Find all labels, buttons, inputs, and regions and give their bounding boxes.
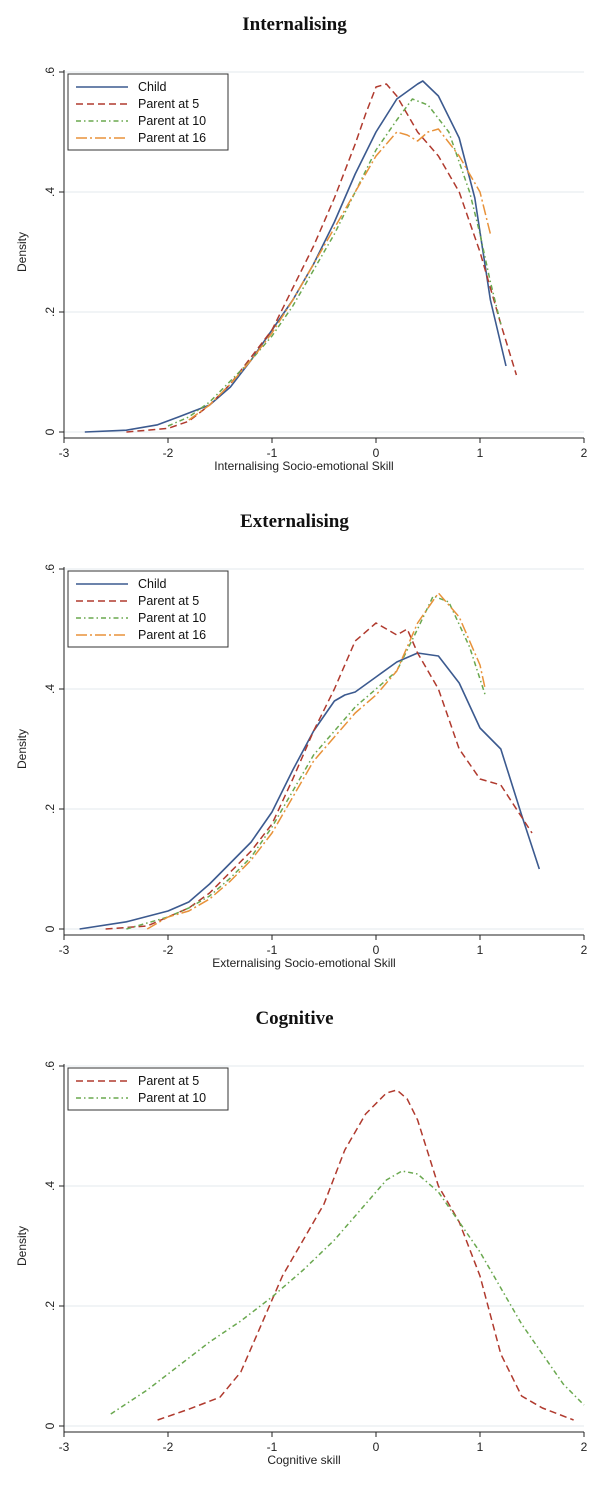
x-tick-label: 2: [581, 1440, 588, 1454]
x-tick-label: -2: [163, 446, 174, 460]
y-axis-title: Density: [15, 1226, 29, 1266]
x-tick-label: -1: [267, 1440, 278, 1454]
x-tick-label: 1: [477, 943, 484, 957]
legend-label: Parent at 10: [138, 1091, 206, 1105]
x-tick-label: -3: [59, 1440, 70, 1454]
chart-title: Cognitive: [255, 1008, 334, 1029]
legend-label: Parent at 5: [138, 1074, 199, 1088]
internalising-density-chart: 0 .2 .4 .6 -3 -2 -1 0 1 2 Internalising Socio-emot…: [15, 67, 588, 473]
y-tick-label: .2: [43, 307, 57, 317]
x-tick-label: -2: [163, 943, 174, 957]
series-line: [188, 128, 492, 421]
x-tick-label: 2: [581, 943, 588, 957]
legend-label: Parent at 16: [138, 628, 206, 642]
series-line: [110, 1170, 585, 1415]
x-tick-label: 0: [373, 446, 380, 460]
y-tick-label: .2: [43, 804, 57, 814]
y-tick-label: 0: [43, 428, 57, 435]
chart-title: Externalising: [240, 511, 349, 532]
series-line: [84, 80, 507, 433]
y-tick-label: .4: [43, 684, 57, 694]
x-tick-label: 0: [373, 1440, 380, 1454]
series-line: [126, 83, 518, 433]
legend-box: [67, 1067, 229, 1111]
y-tick-label: 0: [43, 1422, 57, 1429]
x-tick-label: 1: [477, 446, 484, 460]
x-axis-title: Externalising Socio-emotional Skill: [212, 956, 395, 970]
x-tick-label: -3: [59, 943, 70, 957]
x-axis-title: Cognitive skill: [267, 1453, 340, 1467]
y-tick-label: .6: [43, 564, 57, 574]
x-tick-label: -3: [59, 446, 70, 460]
legend-label: Parent at 16: [138, 131, 206, 145]
x-tick-label: -1: [267, 943, 278, 957]
x-tick-label: -1: [267, 446, 278, 460]
legend-label: Child: [138, 80, 167, 94]
chart-title: Internalising: [242, 14, 347, 35]
y-tick-label: .6: [43, 67, 57, 77]
series-line: [146, 592, 486, 930]
legend-label: Parent at 5: [138, 97, 199, 111]
x-tick-label: 0: [373, 943, 380, 957]
y-tick-label: .2: [43, 1301, 57, 1311]
y-tick-label: .4: [43, 1181, 57, 1191]
y-axis-title: Density: [15, 729, 29, 769]
x-tick-label: 2: [581, 446, 588, 460]
y-tick-label: 0: [43, 925, 57, 932]
series-line: [157, 1089, 574, 1421]
legend-label: Parent at 10: [138, 611, 206, 625]
series-line: [105, 622, 533, 930]
series-line: [79, 652, 541, 930]
legend-label: Parent at 5: [138, 594, 199, 608]
x-axis-title: Internalising Socio-emotional Skill: [214, 459, 393, 473]
x-tick-label: -2: [163, 1440, 174, 1454]
series-line: [126, 595, 486, 930]
y-tick-label: .6: [43, 1061, 57, 1071]
legend-label: Parent at 10: [138, 114, 206, 128]
y-tick-label: .4: [43, 187, 57, 197]
legend-label: Child: [138, 577, 167, 591]
cognitive-density-chart: 0 .2 .4 .6 -3 -2 -1 0 1 2 Cognitive skill Density Pa…: [15, 1061, 588, 1467]
externalising-density-chart: 0 .2 .4 .6 -3 -2 -1 0 1 2 Externalising Socio-emot…: [15, 564, 588, 970]
series-line: [167, 98, 502, 427]
y-axis-title: Density: [15, 232, 29, 272]
x-tick-label: 1: [477, 1440, 484, 1454]
